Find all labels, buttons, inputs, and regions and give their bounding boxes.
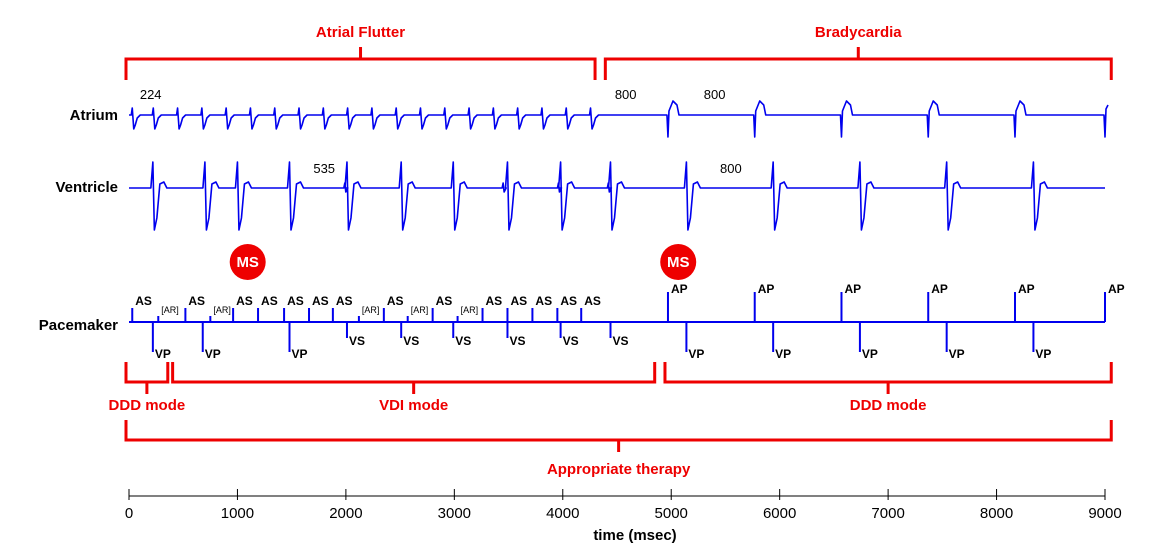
atrial-event-label: AS xyxy=(486,294,503,308)
time-axis: time (msec) 0 1000 2000 3000 4000 5000 6000 700… xyxy=(125,489,1122,544)
ventricular-event-label: VS xyxy=(349,334,365,348)
interval-label-800: 800 xyxy=(720,161,742,176)
atrial-event-label: AS xyxy=(436,294,453,308)
atrial-event-label: AS xyxy=(261,294,278,308)
atrial-event-label: AS xyxy=(236,294,253,308)
atrial-event-label: AS xyxy=(560,294,577,308)
ventricular-event-label: VP xyxy=(1035,347,1051,361)
ventricular-event-label: VP xyxy=(688,347,704,361)
ms-markers: MS MS xyxy=(229,244,697,280)
ventricular-event-label: VP xyxy=(291,347,307,361)
atrial-event-label: AS xyxy=(188,294,205,308)
top-bracket-1-label: Bradycardia xyxy=(815,24,902,41)
mode-bracket-1-label: VDI mode xyxy=(379,397,448,414)
ms-marker-label: MS xyxy=(236,254,259,271)
atrial-event-label: AS xyxy=(387,294,404,308)
atrial-event-label: AS xyxy=(510,294,527,308)
atrial-event-label: AP xyxy=(671,282,688,296)
ms-marker-circle xyxy=(229,244,266,280)
mode-bracket-0-line xyxy=(124,362,170,384)
ms-marker-label: MS xyxy=(667,254,690,271)
ventricular-event-label: VP xyxy=(775,347,791,361)
ms-marker-circle xyxy=(660,244,697,280)
atrial-event-label: AP xyxy=(931,282,948,296)
therapy-bracket-line xyxy=(124,420,1113,442)
row-label-pacemaker: Pacemaker xyxy=(39,317,118,334)
top-bracket-1-line xyxy=(603,57,1113,80)
ventricle-signal xyxy=(129,161,1105,231)
ventricular-event-label: VS xyxy=(563,334,579,348)
interval-labels: 224 800 800 535 800 xyxy=(140,87,742,176)
atrium-signal xyxy=(129,100,1109,138)
atrial-event-label: AS xyxy=(312,294,329,308)
top-brackets: Atrial Flutter Bradycardia xyxy=(124,24,1113,80)
axis-tick-label: 9000 xyxy=(1088,505,1121,522)
bottom-brackets: DDD mode VDI mode DDD mode xyxy=(109,362,1113,414)
atrial-event-label: [AR] xyxy=(213,305,231,315)
interval-label-800: 800 xyxy=(704,87,726,102)
top-bracket-0-line xyxy=(124,57,597,80)
ventricular-event-label: VS xyxy=(403,334,419,348)
row-label-ventricle: Ventricle xyxy=(55,179,118,196)
atrial-event-label: AP xyxy=(758,282,775,296)
atrial-event-label: AS xyxy=(287,294,304,308)
interval-label-535: 535 xyxy=(313,161,335,176)
axis-tick-label: 2000 xyxy=(329,505,362,522)
atrial-event-label: AS xyxy=(336,294,353,308)
interval-label-224: 224 xyxy=(140,87,162,102)
atrial-event-label: AP xyxy=(1018,282,1035,296)
atrial-event-label: AP xyxy=(1108,282,1125,296)
ventricular-event-label: VP xyxy=(862,347,878,361)
atrial-event-label: AS xyxy=(535,294,552,308)
axis-label: time (msec) xyxy=(593,527,676,544)
ventricular-event-label: VS xyxy=(612,334,628,348)
mode-bracket-2-line xyxy=(663,362,1113,384)
row-label-atrium: Atrium xyxy=(70,107,118,124)
ventricle-trace xyxy=(129,161,1105,231)
therapy-bracket-label: Appropriate therapy xyxy=(547,461,691,478)
top-bracket-0-label: Atrial Flutter xyxy=(316,24,405,41)
axis-tick-label: 0 xyxy=(125,505,133,522)
mode-bracket-2-label: DDD mode xyxy=(850,397,927,414)
atrial-event-label: [AR] xyxy=(161,305,179,315)
axis-tick-label: 7000 xyxy=(871,505,904,522)
mode-bracket-1-line xyxy=(171,362,657,384)
atrial-event-label: [AR] xyxy=(411,305,429,315)
axis-tick-label: 1000 xyxy=(221,505,254,522)
axis-tick-label: 4000 xyxy=(546,505,579,522)
atrial-event-label: [AR] xyxy=(461,305,479,315)
ventricular-event-label: VS xyxy=(509,334,525,348)
mode-bracket-0-label: DDD mode xyxy=(109,397,186,414)
ventricular-event-label: VP xyxy=(949,347,965,361)
axis-tick-label: 3000 xyxy=(438,505,471,522)
atrial-event-label: AS xyxy=(135,294,152,308)
atrial-event-label: AP xyxy=(844,282,861,296)
atrial-event-label: AS xyxy=(584,294,601,308)
axis-tick-label: 6000 xyxy=(763,505,796,522)
axis-tick-label: 5000 xyxy=(655,505,688,522)
ventricular-event-label: VS xyxy=(455,334,471,348)
ventricular-event-label: VP xyxy=(205,347,221,361)
therapy-bracket: Appropriate therapy xyxy=(124,420,1113,478)
interval-label-800: 800 xyxy=(615,87,637,102)
ventricular-event-label: VP xyxy=(155,347,171,361)
axis-tick-label: 8000 xyxy=(980,505,1013,522)
atrium-trace xyxy=(129,100,1109,138)
pacemaker-track: AS [AR] AS [AR] AS AS AS AS AS [AR] AS [AR] AS [AR] AS… xyxy=(129,282,1125,361)
atrial-event-label: [AR] xyxy=(362,305,380,315)
